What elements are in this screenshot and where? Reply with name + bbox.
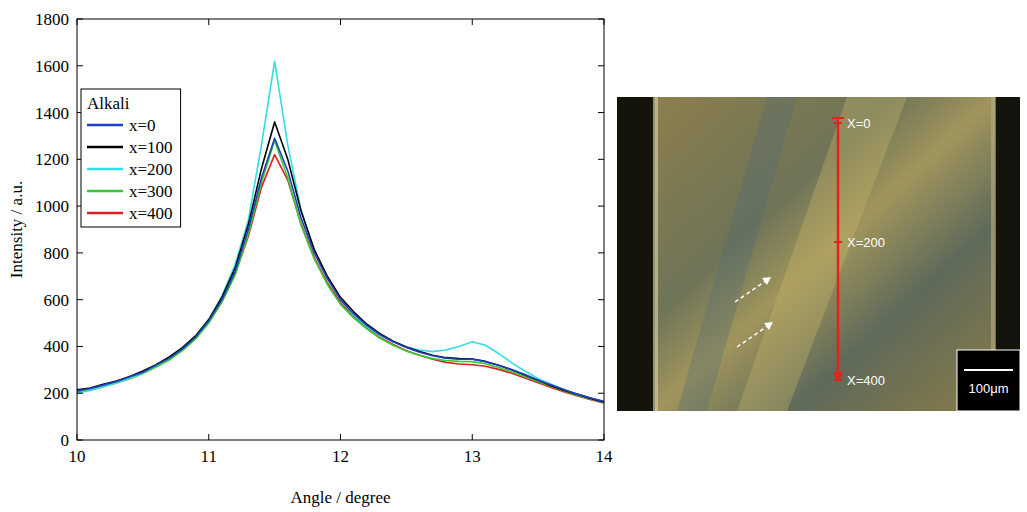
legend-swatch: [87, 124, 123, 127]
plot-frame: [77, 19, 604, 440]
legend: Alkali x=0 x=100 x=200 x=300 x=400: [81, 89, 181, 227]
x-tick-top: [77, 19, 78, 25]
sample-edge: [653, 97, 658, 411]
legend-label: x=0: [129, 116, 156, 135]
y-tick: [77, 299, 83, 300]
legend-label: x=200: [129, 160, 173, 179]
scale-bar: [964, 369, 1013, 371]
texture-stripe: [677, 97, 797, 411]
scan-arrow: [833, 372, 843, 382]
y-tick-right: [598, 112, 604, 113]
y-tick-right: [598, 440, 604, 441]
y-tick-right: [598, 19, 604, 20]
y-tick-label: 1800: [35, 10, 69, 29]
x-tick-top: [208, 19, 209, 25]
y-tick-label: 400: [44, 337, 70, 356]
y-tick-right: [598, 159, 604, 160]
legend-label: x=300: [129, 182, 173, 201]
x-tick: [77, 434, 78, 440]
x-tick-label: 10: [69, 447, 86, 466]
x-tick: [472, 434, 473, 440]
x-tick-top: [340, 19, 341, 25]
series-line: [77, 138, 604, 401]
scan-line: [837, 118, 840, 378]
legend-swatch: [87, 146, 123, 149]
x-tick-top: [604, 19, 605, 25]
legend-swatch: [87, 168, 123, 171]
arrow-head: [764, 322, 773, 330]
legend-label: x=100: [129, 138, 173, 157]
y-tick-label: 800: [44, 244, 70, 263]
y-tick: [77, 440, 83, 441]
y-tick: [77, 252, 83, 253]
scan-point: [834, 379, 842, 381]
y-tick-right: [598, 393, 604, 394]
legend-title: Alkali: [87, 94, 130, 113]
y-tick: [77, 65, 83, 66]
x-tick-label: 11: [201, 447, 217, 466]
y-tick-right: [598, 299, 604, 300]
dashed-arrow: [737, 325, 769, 347]
y-tick-label: 1600: [35, 57, 69, 76]
series-group: [77, 61, 604, 403]
legend-box: [81, 89, 181, 227]
position-label: X=400: [847, 373, 885, 388]
scale-bar-box: [957, 350, 1020, 411]
micrograph: X=0 X=200 X=400 100μm: [617, 97, 1020, 411]
scale-bar-label: 100μm: [968, 381, 1008, 396]
x-tick-label: 14: [596, 447, 614, 466]
figure: 10 11 12 13 14 0 200 400 600 800 1000 1200 1400 1600 1…: [0, 0, 1027, 512]
legend-swatch: [87, 190, 123, 193]
y-tick-right: [598, 206, 604, 207]
y-tick-label: 1000: [35, 197, 69, 216]
x-tick: [208, 434, 209, 440]
y-tick: [77, 393, 83, 394]
position-label: X=0: [847, 116, 871, 131]
legend-label: x=400: [129, 204, 173, 223]
y-tick-label: 600: [44, 291, 70, 310]
x-tick: [340, 434, 341, 440]
y-tick-label: 1200: [35, 150, 69, 169]
x-tick: [604, 434, 605, 440]
scan-start: [832, 117, 844, 119]
scan-point: [834, 122, 842, 124]
scan-point: [834, 241, 842, 243]
series-line: [77, 61, 604, 402]
arrow-head: [762, 277, 771, 285]
image-bg: [617, 97, 1020, 411]
y-tick-label: 0: [61, 431, 70, 450]
y-tick-label: 200: [44, 384, 70, 403]
y-tick: [77, 346, 83, 347]
y-tick-right: [598, 65, 604, 66]
legend-swatch: [87, 212, 123, 215]
x-tick-label: 12: [332, 447, 349, 466]
y-tick-right: [598, 252, 604, 253]
dashed-arrow: [735, 280, 767, 302]
sample-band: [655, 97, 995, 411]
y-tick: [77, 19, 83, 20]
position-label: X=200: [847, 235, 885, 250]
y-tick-right: [598, 346, 604, 347]
series-line: [77, 122, 604, 402]
y-axis-title: Intensity / a.u.: [7, 181, 26, 278]
x-tick-label: 13: [464, 447, 481, 466]
x-axis-title: Angle / degree: [290, 488, 390, 507]
x-tick-top: [472, 19, 473, 25]
y-tick-label: 1400: [35, 104, 69, 123]
